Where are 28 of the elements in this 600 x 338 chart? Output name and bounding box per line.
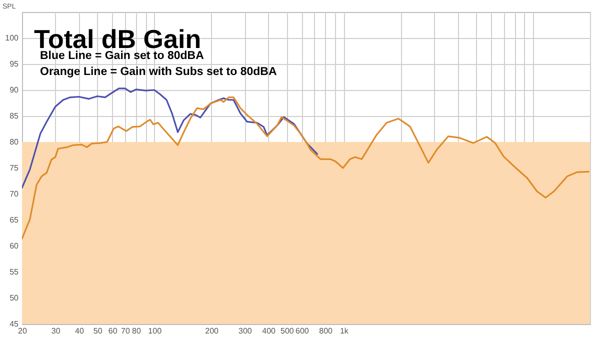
x-tick-label: 70 [121, 326, 131, 336]
y-tick-label: 45 [10, 320, 20, 328]
x-tick-label: 20 [18, 326, 28, 336]
y-tick-label: 65 [10, 216, 20, 224]
y-tick-label: 95 [10, 60, 20, 68]
annotation: Orange Line = Gain with Subs set to 80dBA [40, 66, 277, 78]
x-tick-label: 600 [295, 326, 310, 336]
x-tick-label: 1k [340, 326, 350, 336]
y-tick-label: 50 [10, 294, 20, 302]
y-tick-label: 70 [10, 190, 20, 198]
x-tick-label: 80 [132, 326, 142, 336]
y-tick-label: 90 [10, 86, 20, 94]
x-tick-label: 800 [319, 326, 334, 336]
x-tick-label: 100 [148, 326, 162, 336]
y-tick-label: 80 [10, 138, 20, 146]
x-tick-label: 200 [205, 326, 220, 336]
y-tick-label: 75 [10, 164, 20, 172]
x-tick-label: 500 [280, 326, 294, 336]
y-tick-label: 85 [10, 112, 20, 120]
x-tick-label: 300 [238, 326, 252, 336]
y-tick-label: 100 [5, 34, 20, 42]
x-tick-label: 40 [75, 326, 84, 336]
y-tick-label: 60 [10, 242, 20, 250]
x-tick-label: 60 [108, 326, 118, 336]
x-tick-label: 50 [93, 326, 103, 336]
y-tick-label: 55 [10, 268, 20, 276]
x-tick-label: 400 [262, 326, 276, 336]
x-tick-label: 30 [51, 326, 61, 336]
